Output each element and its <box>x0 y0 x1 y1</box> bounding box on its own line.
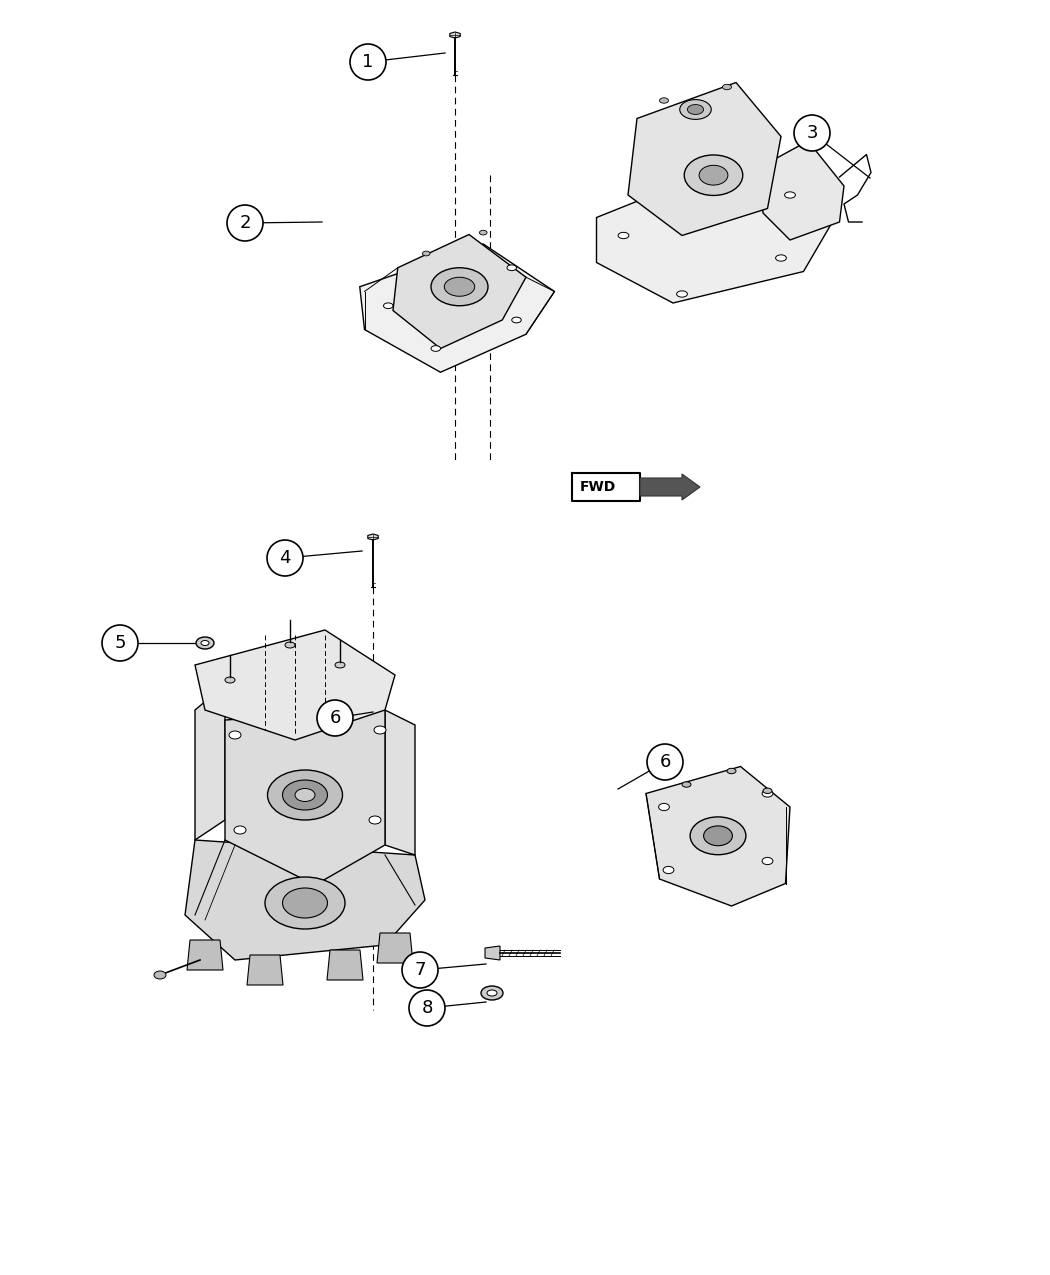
Ellipse shape <box>374 725 386 734</box>
Ellipse shape <box>430 346 441 352</box>
Ellipse shape <box>383 303 393 309</box>
Circle shape <box>102 625 138 660</box>
Ellipse shape <box>282 887 328 918</box>
Text: 4: 4 <box>279 550 291 567</box>
Ellipse shape <box>776 255 786 261</box>
Polygon shape <box>385 710 415 856</box>
Polygon shape <box>628 83 781 236</box>
Ellipse shape <box>722 84 732 89</box>
Circle shape <box>410 989 445 1026</box>
Polygon shape <box>185 840 425 960</box>
Polygon shape <box>485 946 500 960</box>
Ellipse shape <box>268 770 342 820</box>
Text: 1: 1 <box>362 54 374 71</box>
Ellipse shape <box>507 265 517 270</box>
Ellipse shape <box>234 826 246 834</box>
Text: 3: 3 <box>806 124 818 142</box>
Polygon shape <box>368 534 378 541</box>
Ellipse shape <box>487 989 497 996</box>
Ellipse shape <box>763 788 772 793</box>
Ellipse shape <box>511 317 521 323</box>
Ellipse shape <box>444 277 475 296</box>
Ellipse shape <box>688 105 704 115</box>
Ellipse shape <box>229 731 242 739</box>
Circle shape <box>402 952 438 988</box>
Ellipse shape <box>265 877 345 929</box>
Polygon shape <box>596 154 835 303</box>
Ellipse shape <box>369 816 381 824</box>
Ellipse shape <box>154 972 166 979</box>
Ellipse shape <box>682 782 691 787</box>
Text: 8: 8 <box>421 1000 433 1017</box>
Ellipse shape <box>481 986 503 1000</box>
Polygon shape <box>247 955 284 986</box>
Ellipse shape <box>282 780 328 810</box>
Ellipse shape <box>762 857 773 864</box>
Ellipse shape <box>618 232 629 238</box>
Ellipse shape <box>422 251 430 256</box>
Ellipse shape <box>201 640 209 645</box>
Text: 6: 6 <box>659 754 671 771</box>
FancyArrow shape <box>640 474 700 500</box>
Ellipse shape <box>679 99 711 120</box>
Text: 7: 7 <box>415 961 425 979</box>
Ellipse shape <box>685 156 742 195</box>
Circle shape <box>647 745 682 780</box>
Circle shape <box>794 115 830 150</box>
Ellipse shape <box>676 291 688 297</box>
Ellipse shape <box>196 638 214 649</box>
Circle shape <box>227 205 262 241</box>
Polygon shape <box>377 933 413 963</box>
Text: 2: 2 <box>239 214 251 232</box>
Ellipse shape <box>285 643 295 648</box>
Polygon shape <box>187 940 223 970</box>
Ellipse shape <box>784 191 796 198</box>
Circle shape <box>350 45 386 80</box>
Ellipse shape <box>762 790 773 797</box>
Ellipse shape <box>704 826 733 845</box>
Text: 6: 6 <box>330 709 340 727</box>
Circle shape <box>267 541 303 576</box>
Polygon shape <box>393 235 526 348</box>
Ellipse shape <box>480 231 487 235</box>
Ellipse shape <box>664 867 674 873</box>
Polygon shape <box>195 685 225 840</box>
Circle shape <box>317 700 353 736</box>
Ellipse shape <box>690 817 746 854</box>
Polygon shape <box>360 244 554 372</box>
Text: FWD: FWD <box>580 479 616 493</box>
Polygon shape <box>225 710 385 885</box>
Ellipse shape <box>659 98 669 103</box>
Polygon shape <box>449 32 460 38</box>
Polygon shape <box>758 142 844 240</box>
Ellipse shape <box>335 662 345 668</box>
Ellipse shape <box>727 769 736 774</box>
Ellipse shape <box>699 166 728 185</box>
Ellipse shape <box>295 788 315 802</box>
Polygon shape <box>195 630 395 740</box>
Polygon shape <box>327 950 363 980</box>
Ellipse shape <box>225 677 235 683</box>
Ellipse shape <box>658 803 670 811</box>
Text: 5: 5 <box>114 634 126 652</box>
Ellipse shape <box>430 268 488 306</box>
Polygon shape <box>646 766 790 907</box>
